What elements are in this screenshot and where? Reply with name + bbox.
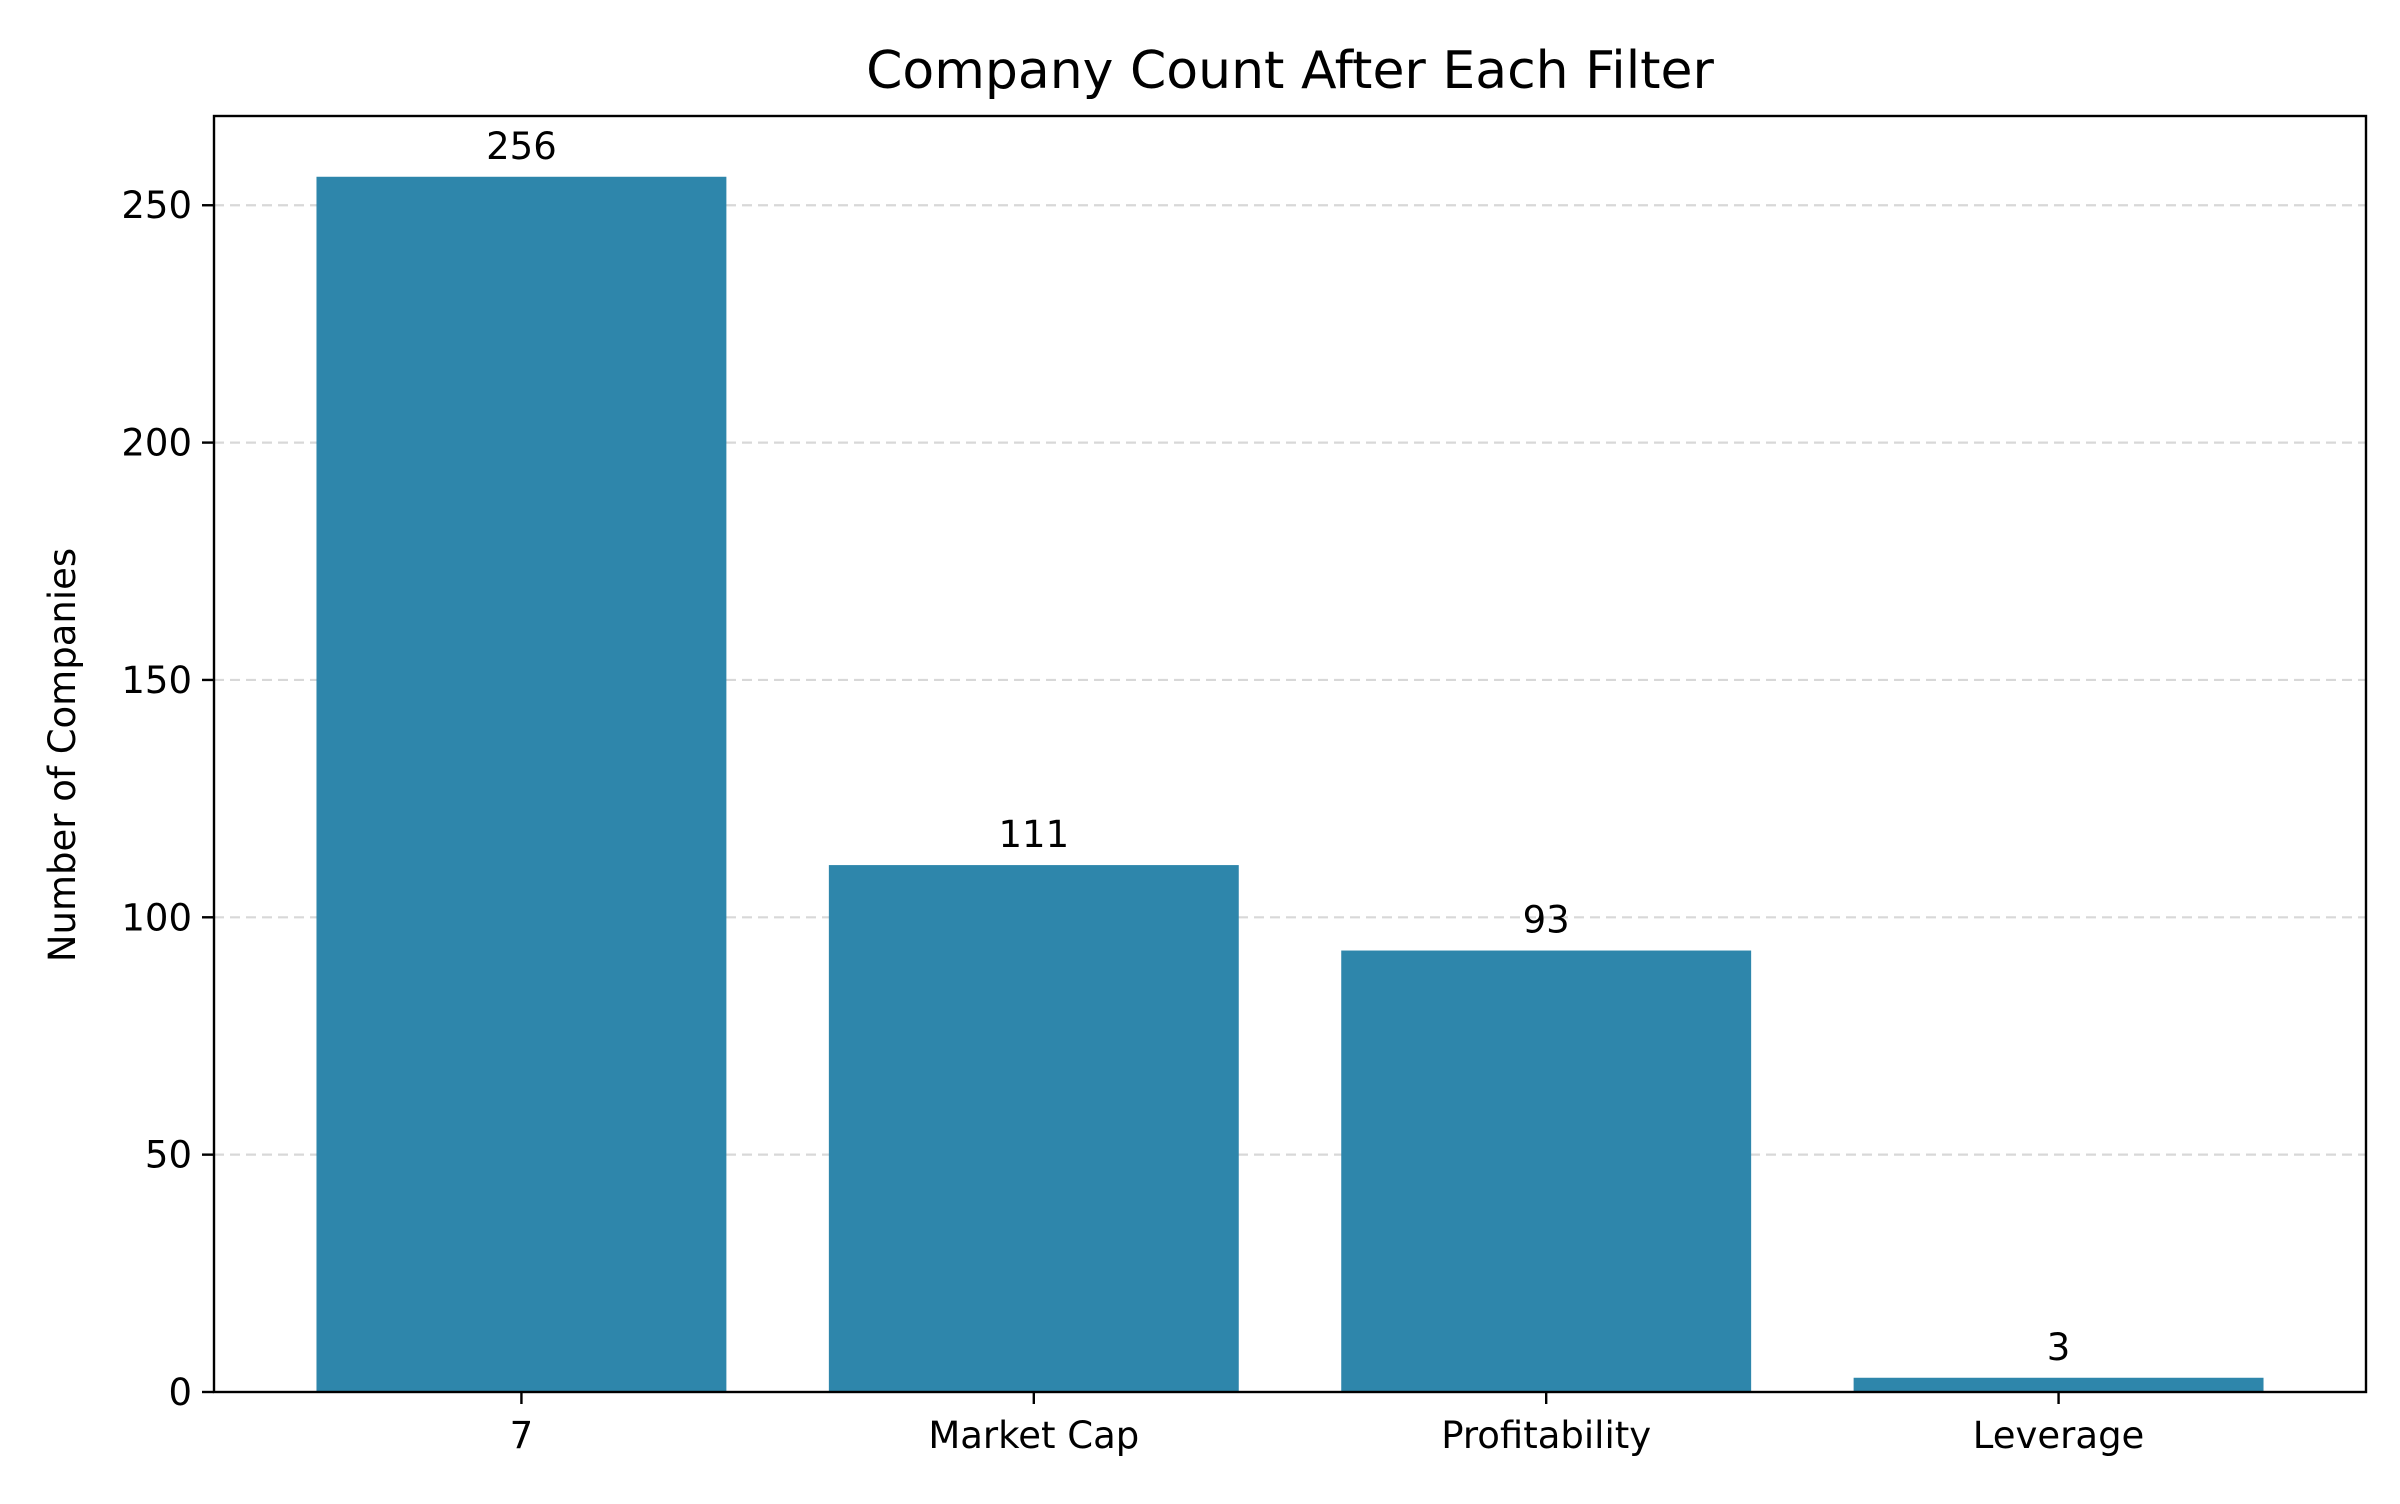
bar [828,865,1239,1392]
x-tick-label: Profitability [1441,1414,1651,1457]
bar-value-label: 93 [1523,899,1570,942]
bars [316,176,2264,1392]
x-tick-label: Market Cap [928,1414,1139,1457]
y-tick-label: 150 [121,659,192,702]
x-axis-ticks: 7 Market Cap Profitability Leverage [510,1392,2145,1457]
y-tick-label: 200 [121,422,192,465]
y-axis-label: Number of Companies [41,548,84,962]
bar [1341,950,1752,1392]
y-tick-label: 0 [168,1371,192,1414]
data-labels: 256 111 93 3 [486,125,2070,1369]
x-tick-label: 7 [510,1414,534,1457]
chart-title: Company Count After Each Filter [866,41,1714,101]
plot-frame [212,114,2368,1394]
y-tick-label: 50 [145,1134,192,1177]
x-tick-label: Leverage [1973,1414,2145,1457]
bar [1853,1377,2264,1392]
y-axis-ticks: 0 50 100 150 200 250 [121,184,214,1414]
bar [316,176,727,1392]
bar-value-label: 111 [998,813,1069,856]
bar-value-label: 3 [2047,1326,2071,1369]
bar-value-label: 256 [486,125,557,168]
y-tick-label: 250 [121,184,192,227]
y-tick-label: 100 [121,896,192,939]
